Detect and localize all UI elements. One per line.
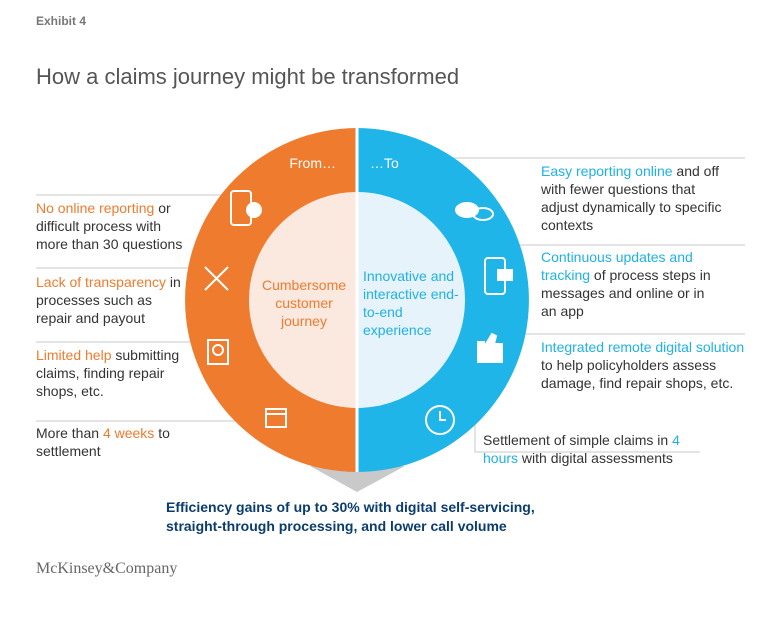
from-item: Lack of transparency in processes such a… [36,273,186,327]
to-item: Settlement of simple claims in 4 hours w… [483,431,708,467]
text: submitting claims, finding repair shops,… [36,347,180,399]
text: and off with fewer questions that adjust… [541,163,722,233]
from-inner [249,192,357,408]
highlight: 4 hours [483,432,680,466]
text: More than [36,425,100,441]
title: How a claims journey might be transforme… [36,64,460,89]
to-item: Continuous updates and tracking of proce… [541,248,711,320]
icons [204,190,513,435]
to-item: Easy reporting online and off with fewer… [541,162,736,234]
text: to settlement [36,425,170,459]
text: with digital assessments [521,450,673,466]
highlight: Easy reporting online [541,163,673,179]
from-center: Cumbersome customer journey [261,277,347,329]
conclusion: Efficiency gains of up to 30% with digit… [166,499,535,534]
text: of process steps in messages and online … [541,267,711,319]
from-item: No online reporting or difficult process… [36,199,196,253]
from-item: More than 4 weeks to settlement [36,424,186,460]
arrow [310,466,405,492]
exhibit-label: Exhibit 4 [36,14,87,28]
to-inner [357,192,465,408]
highlight: Limited help [36,347,112,363]
footer-logo: McKinsey&Company [36,560,178,577]
text: in processes such as repair and payout [36,274,181,326]
highlight: Continuous updates and tracking [541,249,693,283]
to-center: Innovative and interactive end-to-end ex… [363,268,459,338]
highlight: No online reporting [36,200,155,216]
to-label: …To [370,155,399,171]
to-item: Integrated remote digital solution to he… [541,338,746,392]
text: or difficult process with more than 30 q… [36,200,183,252]
from-label: From… [289,155,336,171]
highlight: Integrated remote digital solution [541,339,745,355]
highlight: Lack of transparency [36,274,166,290]
highlight: 4 weeks [102,425,155,441]
text: to help policyholders assess damage, fin… [541,357,734,391]
text: Settlement of simple claims in [483,432,669,448]
from-item: Limited help submitting claims, finding … [36,346,196,400]
